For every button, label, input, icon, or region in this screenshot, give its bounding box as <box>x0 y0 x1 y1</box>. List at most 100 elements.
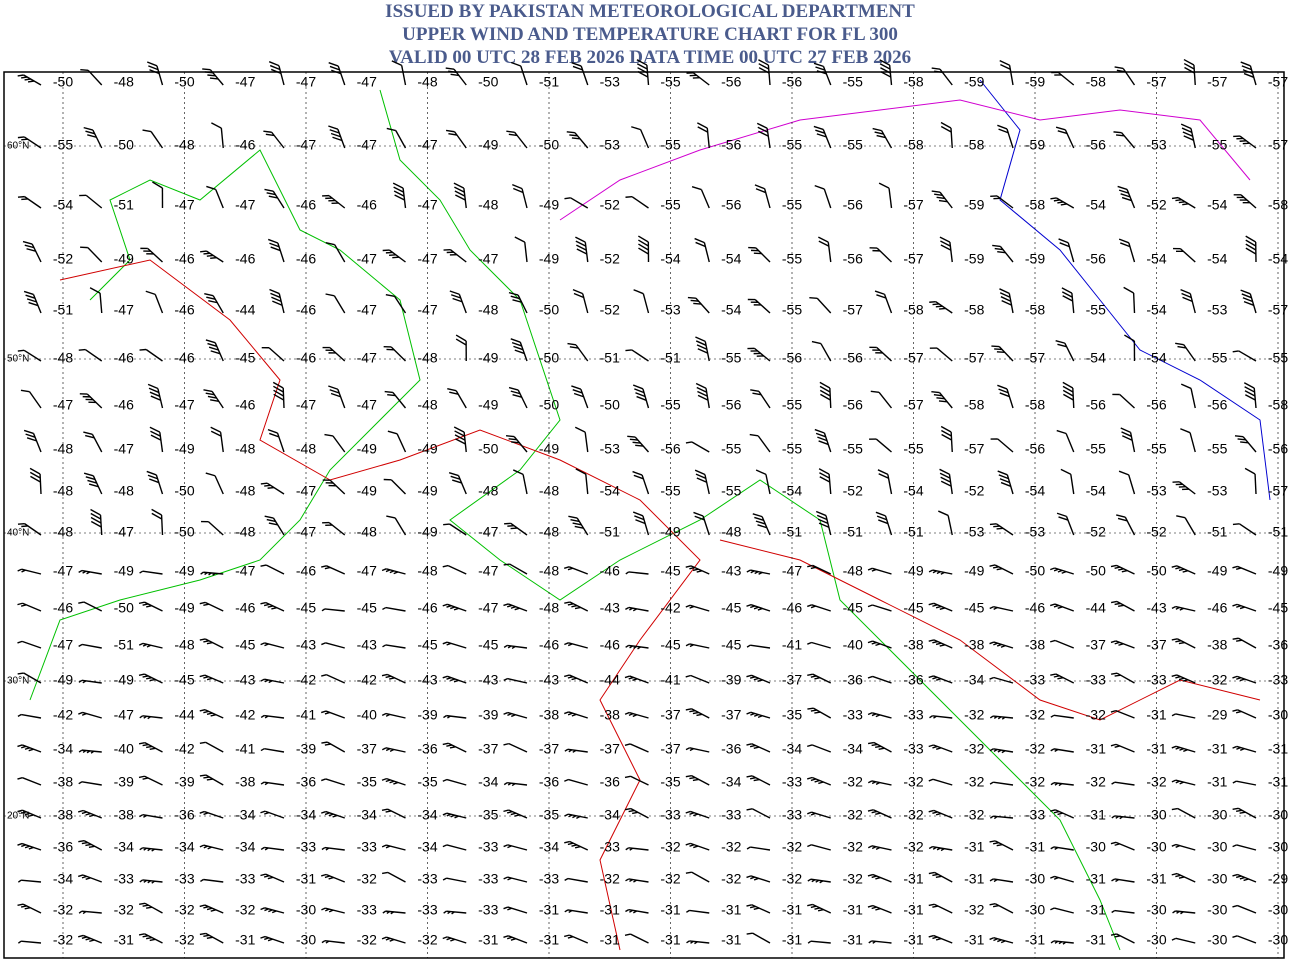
barb-staff <box>92 475 103 495</box>
temperature: -48 <box>721 524 741 540</box>
barb-feather <box>328 909 334 913</box>
barb-feather <box>938 510 949 517</box>
barb-feather <box>819 385 831 393</box>
barb-staff <box>950 431 953 453</box>
temperature: -50 <box>539 302 559 318</box>
barb-feather <box>928 675 934 679</box>
temperature: -49 <box>478 137 498 153</box>
barb-feather <box>28 814 34 817</box>
temperature: -31 <box>539 932 559 948</box>
temperature: -54 <box>1086 483 1106 499</box>
barb-feather <box>1057 569 1063 573</box>
barb-feather <box>1117 185 1128 191</box>
barb-feather <box>880 67 891 74</box>
barb-feather <box>22 240 33 245</box>
temperature: -36 <box>539 774 559 790</box>
barb-feather <box>753 713 759 717</box>
barb-feather <box>1115 815 1119 819</box>
temperature: -31 <box>721 932 741 948</box>
temperature: -51 <box>53 302 73 318</box>
temperature: -41 <box>235 741 255 757</box>
temperature: -54 <box>1025 483 1045 499</box>
barb-feather <box>150 434 162 441</box>
temperature: -47 <box>235 74 255 90</box>
temperature: -47 <box>417 137 437 153</box>
barb-feather <box>875 907 881 911</box>
barb-feather <box>697 126 709 133</box>
temperature: -58 <box>1268 397 1288 413</box>
barb-feather <box>453 679 459 683</box>
temperature: -48 <box>539 563 559 579</box>
barb-staff <box>272 517 285 536</box>
barb-feather <box>209 77 219 80</box>
barb-feather <box>25 294 36 299</box>
barb-feather <box>992 566 999 569</box>
barb-feather <box>324 812 330 816</box>
barb-staff <box>1067 242 1075 263</box>
temperature: -34 <box>357 807 377 823</box>
barb-feather <box>867 567 873 571</box>
temperature: -30 <box>1268 839 1288 855</box>
barb-feather <box>1240 61 1251 67</box>
temperature: -32 <box>174 932 194 948</box>
barb-feather <box>85 877 91 880</box>
barb-feather <box>696 477 707 483</box>
barb-feather <box>875 745 882 749</box>
barb-feather <box>1245 239 1257 247</box>
barb-feather <box>142 675 149 678</box>
barb-feather <box>453 426 465 433</box>
barb-staff <box>825 515 832 536</box>
barb-feather <box>571 713 577 717</box>
temperature: -37 <box>600 741 620 757</box>
barb-feather <box>870 390 880 394</box>
temperature: -46 <box>174 302 194 318</box>
barb-feather <box>446 813 452 817</box>
temperature: -51 <box>903 524 923 540</box>
temperature: -37 <box>539 741 559 757</box>
barb-feather <box>989 903 996 906</box>
barb-feather <box>993 748 998 753</box>
barb-feather <box>450 938 456 942</box>
temperature: -45 <box>235 637 255 653</box>
barb-feather <box>685 674 691 678</box>
barb-feather <box>1116 69 1126 73</box>
barb-staff <box>822 66 832 86</box>
barb-feather <box>142 935 149 938</box>
temperature: -57 <box>1268 74 1288 90</box>
barb-feather <box>207 846 212 850</box>
barb-feather <box>139 570 144 574</box>
temperature: -54 <box>782 483 802 499</box>
barb-feather <box>381 871 389 875</box>
barb-feather <box>752 392 762 396</box>
barb-feather <box>442 778 448 782</box>
barb-feather <box>871 906 877 910</box>
barb-feather <box>260 482 268 485</box>
latitude-label: 30°N <box>7 676 29 687</box>
temperature: -31 <box>1025 932 1045 948</box>
barb-feather <box>874 290 885 295</box>
barb-staff <box>822 129 832 149</box>
barb-feather <box>746 711 752 715</box>
temperature: -54 <box>721 302 741 318</box>
barb-feather <box>929 715 933 719</box>
barb-feather <box>146 61 158 67</box>
barb-feather <box>510 527 518 530</box>
temperature: -33 <box>478 902 498 918</box>
barb-feather <box>450 606 456 610</box>
barb-feather <box>998 128 1009 134</box>
temperature: -55 <box>53 137 73 153</box>
barb-feather <box>21 76 28 79</box>
temperature: -53 <box>964 524 984 540</box>
barb-feather <box>1120 242 1131 248</box>
temperature: -52 <box>1086 524 1106 540</box>
barb-feather <box>811 340 822 345</box>
barb-feather <box>637 646 641 650</box>
temperature: -42 <box>53 707 73 723</box>
temperature: -54 <box>53 197 73 213</box>
barb-feather <box>1178 677 1185 681</box>
barb-feather <box>1111 672 1118 675</box>
temperature: -53 <box>1207 302 1227 318</box>
barb-feather <box>575 468 587 475</box>
barb-feather <box>1175 199 1182 202</box>
barb-feather <box>321 565 327 568</box>
